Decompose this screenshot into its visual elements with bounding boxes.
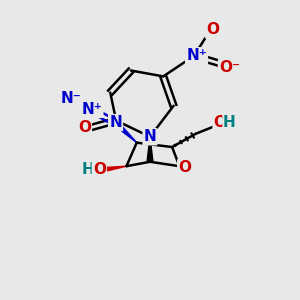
Text: N⁺: N⁺	[82, 102, 102, 117]
Polygon shape	[97, 166, 126, 173]
Text: O: O	[93, 162, 106, 177]
Text: N: N	[109, 115, 122, 130]
Text: O: O	[78, 120, 91, 135]
Text: O⁻: O⁻	[219, 60, 240, 75]
Text: H: H	[82, 162, 94, 177]
Polygon shape	[147, 137, 153, 162]
Text: N⁺: N⁺	[186, 48, 207, 63]
Text: H: H	[223, 115, 236, 130]
Text: O: O	[206, 22, 219, 38]
Polygon shape	[114, 122, 137, 142]
Text: N: N	[144, 129, 156, 144]
Text: O: O	[214, 115, 226, 130]
Text: N⁻: N⁻	[61, 91, 82, 106]
Text: O: O	[178, 160, 191, 175]
